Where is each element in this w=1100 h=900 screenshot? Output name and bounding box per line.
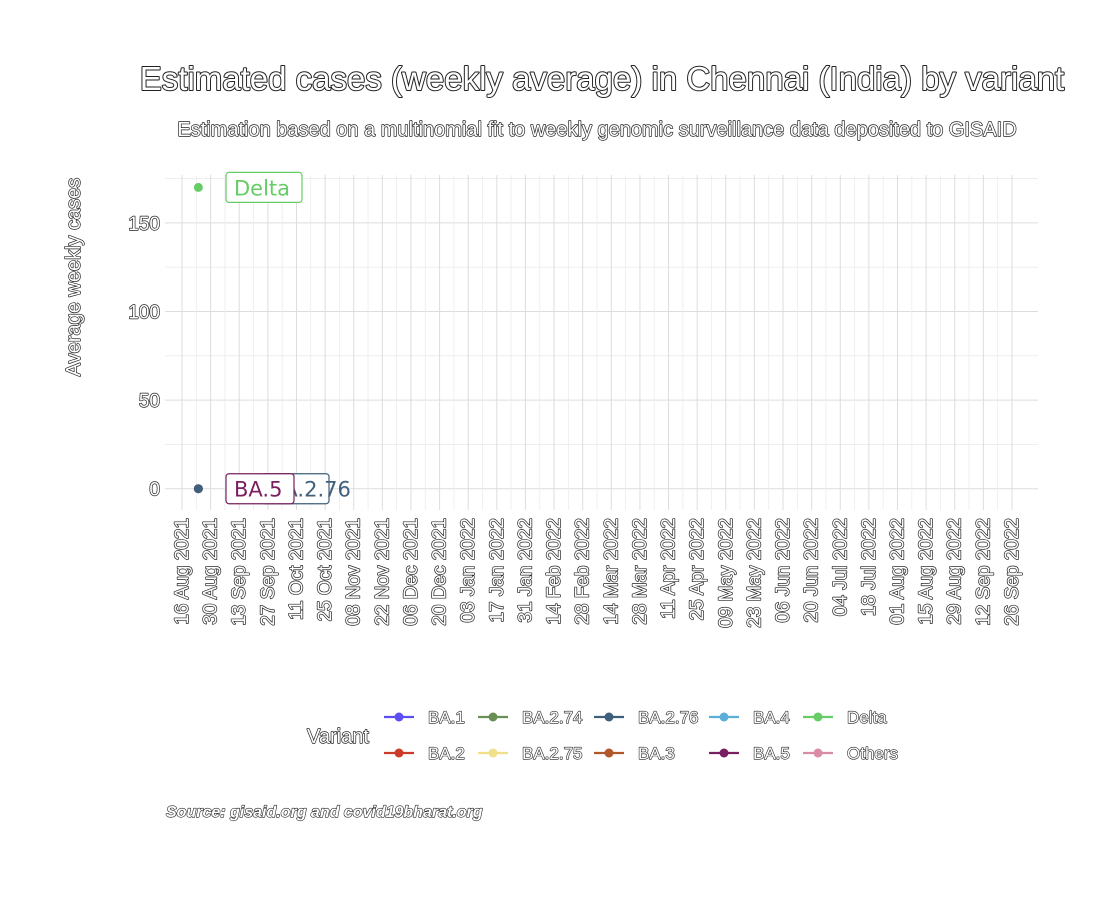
x-tick-label: 03 Jan 2022: [458, 518, 479, 623]
legend-key-point: [813, 748, 823, 758]
legend-item-ba-2-76: BA.2.76: [594, 707, 699, 728]
legend-key-point: [813, 712, 823, 722]
legend: Variant BA.1 BA.2.74 BA.2.76 BA.4 Delta BA.2 B…: [306, 707, 899, 764]
x-tick-label: 27 Sep 2021: [258, 518, 279, 626]
legend-label: BA.1: [428, 708, 465, 727]
data-label-box: [225, 171, 303, 204]
x-tick-label: 28 Mar 2022: [630, 518, 651, 625]
x-tick-label: 18 Jul 2022: [859, 518, 880, 616]
legend-item-delta: Delta: [803, 707, 888, 728]
x-tick-label: 28 Feb 2022: [573, 518, 594, 625]
y-tick-label: 0: [149, 480, 160, 501]
legend-label: BA.5: [753, 744, 790, 763]
legend-label: BA.2.74: [522, 708, 583, 727]
legend-label: BA.3: [638, 744, 675, 763]
x-tick-label: 30 Aug 2021: [201, 518, 222, 625]
x-tick-label: 06 Dec 2021: [401, 518, 422, 626]
x-tick-label: 26 Sep 2022: [1002, 518, 1023, 626]
x-tick-label: 13 Sep 2021: [229, 518, 250, 626]
x-tick-label: 14 Feb 2022: [544, 518, 565, 625]
x-tick-label: 22 Nov 2021: [372, 518, 393, 626]
legend-item-ba-4: BA.4: [709, 707, 790, 728]
x-tick-label: 01 Aug 2022: [888, 518, 909, 625]
legend-label: Others: [847, 744, 898, 763]
x-tick-label: 25 Apr 2022: [687, 518, 708, 620]
legend-label: BA.2.75: [522, 744, 583, 763]
legend-item-ba-2-74: BA.2.74: [478, 707, 583, 728]
x-tick-label: 25 Oct 2021: [315, 518, 336, 622]
data-label-delta: Delta: [225, 171, 303, 204]
x-tick-label: 08 Nov 2021: [344, 518, 365, 626]
data-label-box: [225, 473, 295, 505]
x-tick-label: 20 Dec 2021: [430, 518, 451, 626]
legend-key-point: [719, 748, 729, 758]
chart-caption: Source: gisaid.org and covid19bharat.org: [166, 804, 483, 821]
y-tick-label: 150: [128, 214, 160, 235]
data-label-ba-5: BA.5: [225, 473, 295, 505]
legend-key-point: [488, 712, 498, 722]
x-tick-label: 09 May 2022: [716, 518, 737, 628]
x-tick-label: 16 Aug 2021: [172, 518, 193, 625]
legend-key-point: [488, 748, 498, 758]
y-tick-label: 50: [139, 391, 160, 412]
x-tick-label: 29 Aug 2022: [945, 518, 966, 625]
x-tick-label: 11 Apr 2022: [659, 518, 680, 619]
legend-label: Delta: [847, 708, 887, 727]
x-tick-label: 31 Jan 2022: [515, 518, 536, 623]
data-point-ba-2-76: [193, 484, 203, 494]
legend-item-ba-1: BA.1: [384, 707, 465, 728]
x-tick-label: 17 Jan 2022: [487, 518, 508, 623]
chart-title: Estimated cases (weekly average) in Chen…: [140, 60, 1064, 97]
legend-key-point: [719, 712, 729, 722]
legend-key-point: [604, 712, 614, 722]
data-label-text: Delta: [234, 176, 290, 200]
y-axis-label: Average weekly cases: [63, 178, 85, 377]
x-tick-label: 11 Oct 2021: [286, 518, 307, 620]
legend-key-point: [394, 748, 404, 758]
x-tick-label: 15 Aug 2022: [916, 518, 937, 625]
x-tick-label: 04 Jul 2022: [830, 518, 851, 616]
legend-item-ba-2-75: BA.2.75: [478, 743, 583, 764]
legend-label: BA.2.76: [638, 708, 699, 727]
x-tick-label: 14 Mar 2022: [601, 518, 622, 625]
legend-label: BA.2: [428, 744, 465, 763]
x-tick-label: 12 Sep 2022: [973, 518, 994, 626]
x-tick-label: 20 Jun 2022: [802, 518, 823, 623]
legend-key-point: [394, 712, 404, 722]
plot-area: 0 50 100 150 16 Aug 2021 30 Aug 2021 13 Sep 20…: [128, 171, 1038, 629]
x-tick-label: 06 Jun 2022: [773, 518, 794, 623]
legend-item-others: Others: [803, 743, 899, 764]
y-tick-label: 100: [128, 302, 160, 323]
legend-key-point: [604, 748, 614, 758]
legend-label: BA.4: [753, 708, 790, 727]
legend-item-ba-3: BA.3: [594, 743, 675, 764]
data-point-delta: [193, 182, 203, 192]
legend-item-ba-5: BA.5: [709, 743, 790, 764]
legend-item-ba-2: BA.2: [384, 743, 465, 764]
x-tick-label: 23 May 2022: [744, 518, 765, 628]
data-label-text: BA.5: [234, 478, 282, 502]
legend-title: Variant: [307, 726, 369, 748]
chart-subtitle: Estimation based on a multinomial fit to…: [177, 119, 1016, 141]
